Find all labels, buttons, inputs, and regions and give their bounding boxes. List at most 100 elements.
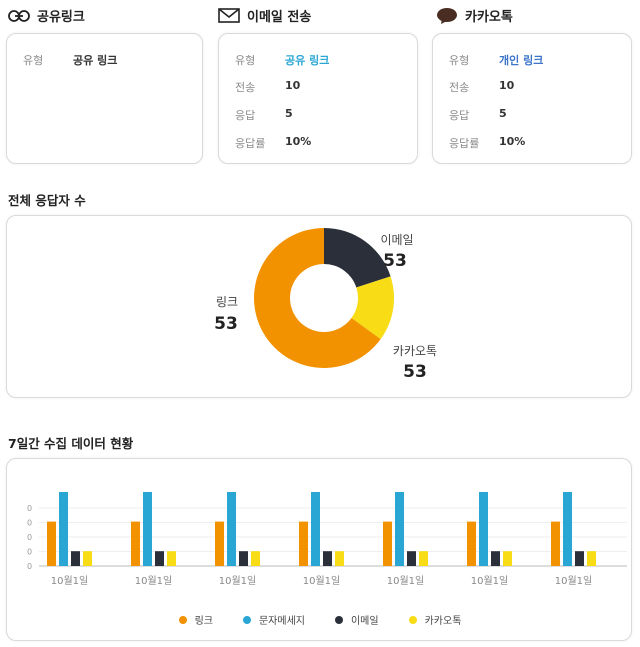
- weekly-data-title: 7일간 수집 데이터 현황: [8, 436, 134, 451]
- legend-dot-email: [334, 615, 343, 624]
- bar-link[interactable]: [299, 521, 308, 566]
- kakao-title: 카카오톡: [465, 10, 513, 25]
- kakao-sent-value: 10: [499, 79, 515, 92]
- bar-sms[interactable]: [395, 492, 404, 566]
- email-rate-value: 10%: [285, 135, 312, 148]
- legend-item-kakao[interactable]: 카카오톡: [408, 612, 462, 627]
- share-type-value: 공유 링크: [73, 54, 118, 67]
- kakao-type-value[interactable]: 개인 링크: [499, 54, 544, 67]
- legend-label-sms: 문자메세지: [258, 616, 305, 627]
- donut-segment-link[interactable]: [253, 228, 381, 368]
- link-icon: [8, 9, 30, 22]
- bar-kakao[interactable]: [167, 551, 176, 566]
- share-link-card: 유형 공유 링크: [6, 33, 203, 164]
- bar-sms[interactable]: [563, 492, 572, 566]
- email-type-key: 유형: [235, 54, 256, 67]
- weekly-legend: 링크 문자메세지 이메일 카카오톡: [0, 612, 640, 627]
- bar-email[interactable]: [239, 551, 248, 566]
- y-tick-label: 0: [27, 519, 32, 528]
- bar-sms[interactable]: [143, 492, 152, 566]
- weekly-bar-chart: 0 0 0 0 0 10월1일 10월1일 10월1일 10월1일 10월1일 10월1일 10월1일: [27, 492, 627, 587]
- x-tick-label: 10월1일: [219, 575, 257, 587]
- share-type-key: 유형: [23, 54, 44, 67]
- email-title: 이메일 전송: [247, 10, 312, 25]
- kakao-response-key: 응답: [449, 109, 470, 122]
- email-sent-key: 전송: [235, 81, 256, 94]
- legend-dot-sms: [242, 615, 251, 624]
- bar-email[interactable]: [491, 551, 500, 566]
- kakao-sent-row: 전송 10: [449, 79, 514, 95]
- email-rate-key: 응답률: [235, 137, 266, 150]
- weekly-chart-card: 0 0 0 0 0 10월1일 10월1일 10월1일 10월1일 10월1일 10월1일 10월1일: [6, 458, 632, 641]
- y-tick-label: 0: [27, 562, 32, 571]
- bar-email[interactable]: [575, 551, 584, 566]
- donut-value-link: 53: [214, 314, 238, 334]
- bar-sms[interactable]: [479, 492, 488, 566]
- kakao-rate-row: 응답률 10%: [449, 135, 525, 151]
- x-tick-label: 10월1일: [303, 575, 341, 587]
- bar-kakao[interactable]: [335, 551, 344, 566]
- x-tick-label: 10월1일: [555, 575, 593, 587]
- y-tick-label: 0: [27, 533, 32, 542]
- share-type-row: 유형 공유 링크: [23, 52, 117, 68]
- bar-link[interactable]: [47, 521, 56, 566]
- bar-kakao[interactable]: [587, 551, 596, 566]
- x-tick-label: 10월1일: [387, 575, 425, 587]
- email-type-row: 유형 공유 링크: [235, 52, 329, 68]
- donut-card: 이메일 53 카카오톡 53 링크 53: [6, 215, 632, 398]
- bar-link[interactable]: [383, 521, 392, 566]
- email-sent-row: 전송 10: [235, 79, 300, 95]
- bar-email[interactable]: [323, 551, 332, 566]
- total-respondents-title: 전체 응답자 수: [8, 193, 86, 208]
- share-link-header: 공유링크: [8, 6, 85, 25]
- bar-link[interactable]: [551, 521, 560, 566]
- bar-sms[interactable]: [227, 492, 236, 566]
- bar-kakao[interactable]: [251, 551, 260, 566]
- bar-sms[interactable]: [59, 492, 68, 566]
- legend-item-email[interactable]: 이메일: [334, 612, 379, 627]
- bar-email[interactable]: [407, 551, 416, 566]
- x-tick-label: 10월1일: [135, 575, 173, 587]
- email-rate-row: 응답률 10%: [235, 135, 311, 151]
- x-tick-label: 10월1일: [51, 575, 89, 587]
- legend-item-link[interactable]: 링크: [178, 612, 213, 627]
- email-response-row: 응답 5: [235, 107, 293, 123]
- legend-label-email: 이메일: [350, 616, 379, 627]
- donut-segment-kakao[interactable]: [351, 276, 394, 340]
- kakao-rate-value: 10%: [499, 135, 526, 148]
- bar-link[interactable]: [215, 521, 224, 566]
- bar-link[interactable]: [467, 521, 476, 566]
- donut-chart: 이메일 53 카카오톡 53 링크 53: [214, 228, 437, 382]
- legend-item-sms[interactable]: 문자메세지: [242, 612, 305, 627]
- kakao-response-value: 5: [499, 107, 507, 120]
- legend-dot-link: [178, 615, 187, 624]
- bar-kakao[interactable]: [419, 551, 428, 566]
- email-header: 이메일 전송: [218, 6, 311, 25]
- bar-email[interactable]: [155, 551, 164, 566]
- email-response-value: 5: [285, 107, 293, 120]
- bar-kakao[interactable]: [503, 551, 512, 566]
- kakao-response-row: 응답 5: [449, 107, 507, 123]
- email-type-value[interactable]: 공유 링크: [285, 54, 330, 67]
- donut-value-email: 53: [383, 251, 407, 271]
- bar-sms[interactable]: [311, 492, 320, 566]
- mail-icon: [218, 8, 240, 23]
- email-response-key: 응답: [235, 109, 256, 122]
- donut-label-kakao: 카카오톡: [393, 344, 437, 358]
- email-sent-value: 10: [285, 79, 301, 92]
- email-card: 유형 공유 링크 전송 10 응답 5 응답률 10%: [218, 33, 418, 164]
- donut-label-email: 이메일: [380, 233, 413, 247]
- kakao-type-key: 유형: [449, 54, 470, 67]
- kakao-header: 카카오톡: [436, 6, 513, 25]
- legend-label-kakao: 카카오톡: [424, 616, 462, 627]
- kakao-rate-key: 응답률: [449, 137, 480, 150]
- share-link-title: 공유링크: [37, 10, 85, 25]
- bar-kakao[interactable]: [83, 551, 92, 566]
- speech-bubble-icon: [436, 7, 458, 25]
- y-tick-label: 0: [27, 504, 32, 513]
- bar-link[interactable]: [131, 521, 140, 566]
- bar-email[interactable]: [71, 551, 80, 566]
- y-tick-label: 0: [27, 548, 32, 557]
- kakao-card: 유형 개인 링크 전송 10 응답 5 응답률 10%: [432, 33, 632, 164]
- donut-segment-email[interactable]: [324, 228, 391, 288]
